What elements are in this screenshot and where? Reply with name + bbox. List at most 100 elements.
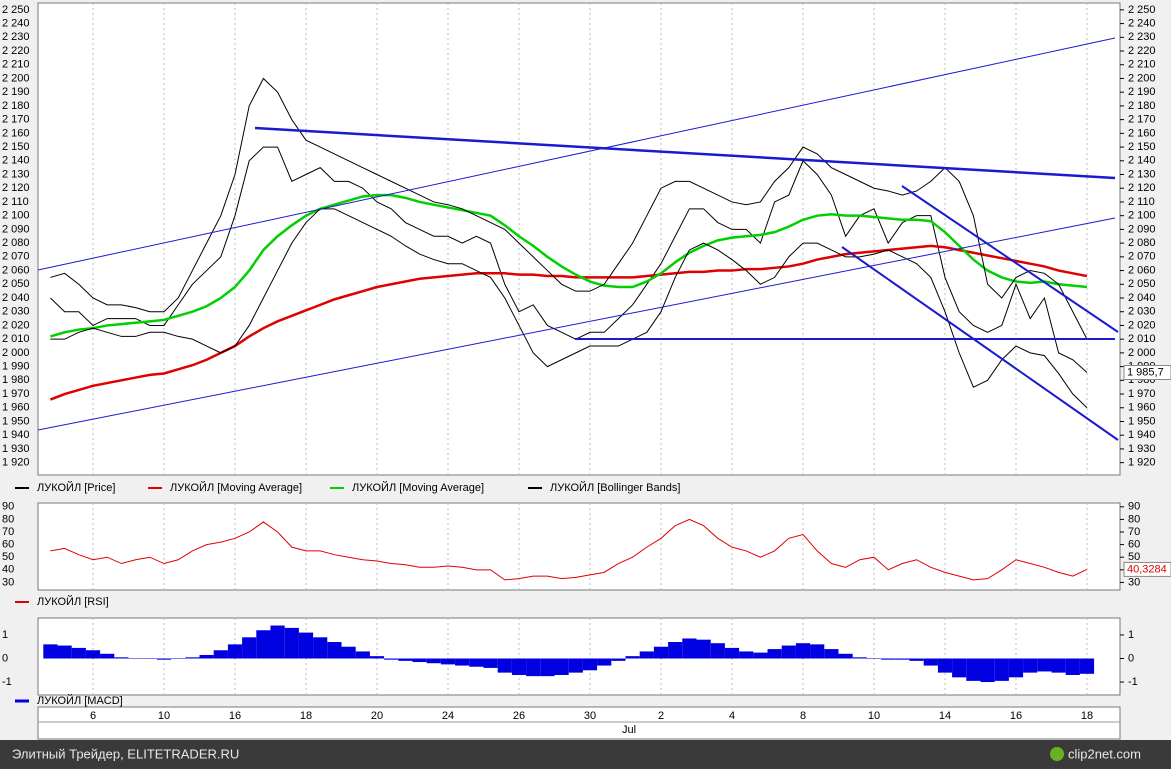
y-tick-label: 1 940 [2, 429, 30, 441]
bar [653, 646, 669, 659]
y-tick-label: 2 220 [2, 45, 30, 57]
bar [384, 658, 399, 660]
bar [100, 653, 115, 659]
y-tick-label: 2 250 [2, 4, 30, 16]
y-tick-label: 2 190 [2, 86, 30, 98]
x-tick-label: 8 [800, 710, 806, 722]
bar [739, 651, 754, 659]
bar [1051, 658, 1066, 673]
bar [440, 658, 456, 665]
bar [682, 638, 697, 659]
bar [1065, 658, 1080, 675]
trend-line [37, 217, 1116, 431]
legend-label: ЛУКОЙЛ [Moving Average] [170, 481, 302, 494]
y-tick-label: 2 120 [1128, 182, 1156, 194]
y-tick-label: 1 960 [1128, 402, 1156, 414]
y-tick-label: 50 [1128, 551, 1140, 563]
y-tick-label: 2 050 [1128, 278, 1156, 290]
y-tick-label: 2 020 [2, 319, 30, 331]
y-tick-label: 2 040 [2, 292, 30, 304]
value-label: 1 985,7 [1127, 366, 1164, 378]
bar [526, 658, 541, 677]
x-tick-label: 14 [939, 710, 951, 722]
value-label: 40,3284 [1127, 563, 1167, 575]
bar [625, 656, 640, 659]
value-label-box [1123, 365, 1171, 381]
rsi-panel [37, 502, 1121, 591]
y-tick-label: 40 [2, 564, 14, 576]
bar [256, 630, 271, 659]
y-tick-label: 2 150 [2, 141, 30, 153]
bar [838, 653, 853, 659]
bar [469, 658, 484, 667]
y-tick-label: -1 [2, 676, 12, 688]
bar [1023, 658, 1038, 673]
y-tick-label: 2 180 [2, 100, 30, 112]
price-panel [37, 2, 1121, 476]
bar [171, 658, 186, 660]
bar [810, 644, 825, 659]
bar [568, 658, 583, 673]
bar [313, 637, 328, 659]
bar [767, 649, 782, 659]
y-tick-label: 2 230 [1128, 31, 1156, 43]
y-tick-label: 90 [1128, 501, 1140, 513]
y-tick-label: 1 [1128, 629, 1134, 641]
y-tick-label: 1 990 [2, 361, 30, 373]
value-label-box [1123, 561, 1171, 577]
y-tick-label: 0 [1128, 652, 1134, 664]
y-tick-label: 2 090 [2, 223, 30, 235]
x-tick-label: 16 [229, 710, 241, 722]
y-tick-label: 2 170 [2, 114, 30, 126]
y-tick-label: 1 930 [2, 443, 30, 455]
bar [398, 658, 413, 661]
bar [710, 643, 725, 659]
bar [597, 658, 612, 666]
bar [412, 658, 427, 663]
y-tick-label: 0 [2, 652, 8, 664]
y-tick-label: 2 110 [1128, 196, 1155, 208]
y-tick-label: 30 [2, 576, 14, 588]
y-tick-label: 2 130 [2, 168, 30, 180]
y-tick-label: 2 180 [1128, 100, 1156, 112]
bar [369, 656, 385, 659]
y-tick-label: 1 970 [2, 388, 30, 400]
bar [980, 658, 995, 683]
footer-left: Элитный Трейдер, ELITETRADER.RU [12, 746, 239, 761]
legend-label: ЛУКОЙЛ [Moving Average] [352, 481, 484, 494]
bar [611, 658, 626, 661]
bar [114, 657, 129, 659]
bar [824, 649, 839, 659]
bar [966, 658, 981, 681]
y-tick-label: 2 220 [1128, 45, 1156, 57]
y-tick-label: 2 240 [2, 17, 30, 29]
y-tick-label: 2 160 [2, 127, 30, 139]
x-tick-label: 30 [584, 710, 596, 722]
bar [881, 658, 896, 660]
series-line [50, 208, 1088, 409]
bar [994, 658, 1009, 681]
y-tick-label: 2 060 [2, 264, 30, 276]
bar [71, 647, 86, 659]
x-tick-label: 10 [158, 710, 170, 722]
bar [1008, 658, 1024, 678]
y-tick-label: 2 080 [2, 237, 30, 249]
bar [128, 658, 143, 660]
x-tick-label: 18 [300, 710, 312, 722]
footer-right: clip2net.com [1068, 746, 1141, 761]
y-tick-label: 1 950 [2, 415, 30, 427]
bar [866, 658, 882, 660]
bar [199, 654, 214, 659]
y-tick-label: 2 030 [1128, 306, 1156, 318]
bar [455, 658, 470, 666]
series-line [50, 77, 1088, 340]
bar [952, 658, 967, 678]
y-tick-label: 2 100 [2, 210, 30, 222]
bar [923, 658, 938, 666]
y-tick-label: 2 240 [1128, 17, 1156, 29]
x-tick-label: 24 [442, 710, 454, 722]
bar [43, 644, 58, 659]
series-line [50, 193, 1088, 338]
y-tick-label: 80 [2, 513, 14, 525]
bar [668, 642, 683, 659]
